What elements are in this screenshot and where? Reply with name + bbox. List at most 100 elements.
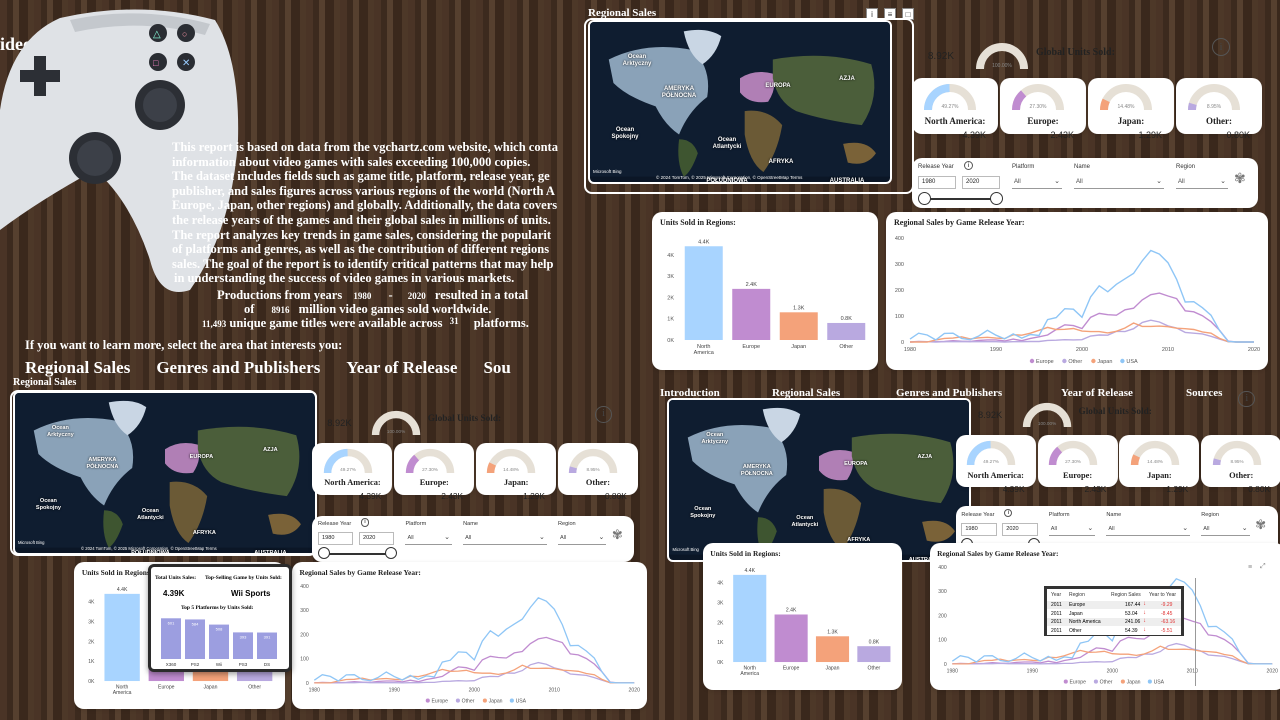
expand-icon[interactable]: □ [902,8,914,20]
region-map[interactable]: Ocean Arktyczny AMERYKA PÓŁNOCNA EUROPA AZJ… [667,398,972,562]
year-slider-start-handle[interactable] [318,547,331,560]
year-slider-end-handle[interactable] [385,547,398,560]
year-info-icon[interactable]: i [964,161,973,170]
bar-japan[interactable] [815,636,849,663]
year-slider-start-handle[interactable] [918,192,931,205]
clear-filters-icon[interactable]: ✾ [611,526,623,542]
region-map[interactable]: Ocean Arktyczny AMERYKA PÓŁNOCNA EUROPA AZJ… [588,20,892,184]
year-start-input[interactable]: 1980 [318,532,354,546]
series-line-other[interactable] [314,662,635,684]
bar-other[interactable] [827,322,866,340]
name-dropdown[interactable]: All ⌄ [1106,523,1191,536]
nav-introduction[interactable]: Introduction [660,387,720,399]
map-label: Ocean Atlantycki [791,515,819,529]
region-card-europe[interactable]: 27.30% Europe: 2.43K [1037,435,1118,494]
info-icon[interactable]: i [595,405,612,423]
series-line-japan[interactable] [951,645,1272,665]
info-icon[interactable]: i [1238,390,1256,408]
region-card-japan[interactable]: 14.48% Japan: 1.29K [1088,78,1174,140]
clear-filters-icon[interactable]: ✾ [1234,170,1246,186]
year-slider-end-handle[interactable] [990,192,1003,205]
legend-marker [1120,358,1125,364]
series-line-other[interactable] [951,643,1272,665]
platform-bar-x360[interactable] [161,618,181,659]
region-card-europe[interactable]: 27.30% Europe: 2.43K [1000,78,1086,140]
year-slider-track[interactable] [323,552,391,555]
region-card-northamerica[interactable]: 49.27% North America: 4.39K [312,443,393,501]
legend-label: Japan [1126,680,1140,686]
region-card-japan[interactable]: 14.48% Japan: 1.29K [1119,435,1200,494]
gauge: 27.30% [1012,84,1064,111]
year-start-input[interactable]: 1980 [961,522,997,536]
name-dropdown-value: All [465,535,472,542]
series-line-japan[interactable] [314,664,635,684]
focus-mode-icon[interactable]: ⤢ [1260,563,1266,570]
year-info-icon[interactable]: i [1004,508,1013,518]
map-selection-border [584,18,914,194]
region-card-other[interactable]: 8.95% Other: 0.80K [1201,435,1280,494]
nav-year-of-release[interactable]: Year of Release [1061,387,1133,399]
series-line-other[interactable] [909,319,1254,343]
region-dropdown[interactable]: All ⌄ [1176,176,1228,189]
platform-bar-ps3[interactable] [233,632,253,659]
bar-europe[interactable] [774,614,808,663]
clear-filters-icon[interactable]: ✾ [1255,517,1267,533]
tooltip-header: Year to Year [1149,592,1177,598]
map-attribution[interactable]: © 2024 TomTom, © 2025 Microsoft Corporat… [81,545,217,551]
region-card-japan[interactable]: 14.48% Japan: 1.29K [476,443,557,501]
series-line-usa[interactable] [909,249,1254,343]
nav-genres-publishers[interactable]: Genres and Publishers [896,387,1003,399]
platform-dropdown[interactable]: All ⌄ [1012,176,1062,189]
region-card-europe[interactable]: 27.30% Europe: 2.43K [394,443,475,501]
name-dropdown[interactable]: All ⌄ [463,532,547,546]
bar-north-america[interactable] [732,575,767,663]
bar-north-america[interactable] [684,246,723,340]
year-end-input[interactable]: 2020 [962,176,1000,189]
year-end-input[interactable]: 2020 [1002,522,1038,536]
gauge-fill [924,84,950,111]
year-slider-track[interactable] [924,198,996,200]
series-line-japan[interactable] [910,322,1254,343]
platform-dropdown[interactable]: All ⌄ [1048,523,1096,536]
bar-other[interactable] [857,646,891,663]
platform-bar-ds[interactable] [257,632,277,659]
map-label: Ocean Atlantycki [712,136,742,150]
year-end-input[interactable]: 2020 [358,532,395,546]
platform-bar-wii[interactable] [209,624,229,659]
region-map[interactable]: Ocean Arktyczny AMERYKA PÓŁNOCNA EUROPA AZJ… [13,391,318,555]
filter-icon[interactable]: ≡ [1248,564,1253,571]
gauge-fill [1212,458,1221,466]
gauge-percent: 8.95% [1230,459,1243,464]
data-label: 4.4K [117,587,128,593]
year-start-input[interactable]: 1980 [918,176,956,189]
platform-dropdown[interactable]: All ⌄ [405,532,452,546]
name-dropdown[interactable]: All ⌄ [1074,176,1164,189]
region-dropdown[interactable]: All ⌄ [557,532,607,546]
region-card-northamerica[interactable]: 49.27% North America: 4.39K [912,78,998,140]
platform-bar-ps2[interactable] [185,619,205,659]
info-icon[interactable]: i [1212,38,1230,56]
nav-regional-sales[interactable]: Regional Sales [25,358,131,377]
year-info-icon[interactable]: i [360,518,370,527]
gauge-percent: 49.27% [340,467,356,472]
series-line-usa[interactable] [313,597,635,684]
nav-year-of-release[interactable]: Year of Release [346,358,458,377]
series-line-usa[interactable] [951,578,1272,665]
units-sold-chart-card: Units Sold in Regions: 0K 1K 2K 3K 4K 4.4K Nort… [652,212,878,370]
legend-label: Other [1099,680,1112,686]
region-dropdown[interactable]: All ⌄ [1201,523,1250,536]
map-attribution[interactable]: © 2024 TomTom, © 2025 Microsoft Corporat… [656,174,803,180]
intro-line: publisher, and sales figures across vari… [172,183,555,198]
region-card-other[interactable]: 8.95% Other: 0.80K [558,443,638,501]
region-label: Japan: [503,478,529,488]
nav-regional-sales[interactable]: Regional Sales [772,387,841,399]
region-card-northamerica[interactable]: 49.27% North America: 4.39K [955,435,1036,494]
bar-europe[interactable] [732,288,771,340]
bar-north-america[interactable] [104,593,141,682]
bar-japan[interactable] [779,312,818,340]
region-card-other[interactable]: 8.95% Other: 0.80K [1176,78,1262,140]
nav-sources[interactable]: Sources [1186,387,1223,399]
nav-sources[interactable]: Sou [483,358,511,377]
nav-genres-publishers[interactable]: Genres and Publishers [156,358,321,377]
